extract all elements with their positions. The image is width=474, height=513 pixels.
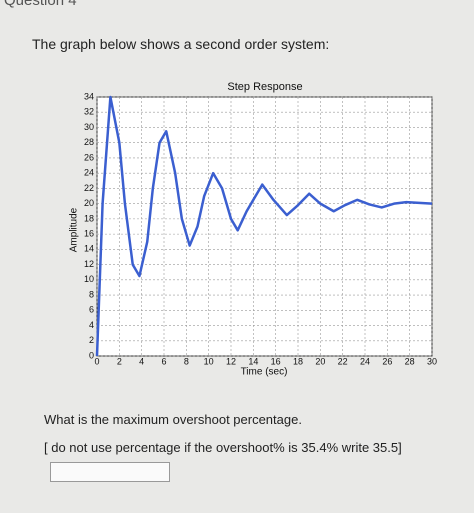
x-tick-label: 16 bbox=[271, 356, 281, 366]
x-tick-label: 6 bbox=[161, 356, 166, 366]
y-tick-label: 20 bbox=[84, 198, 94, 208]
question-text: What is the maximum overshoot percentage… bbox=[44, 412, 302, 427]
y-tick-label: 12 bbox=[84, 259, 94, 269]
question-header: Question 4 bbox=[4, 0, 77, 9]
y-tick-label: 14 bbox=[84, 244, 94, 254]
x-tick-label: 18 bbox=[293, 356, 303, 366]
x-tick-label: 12 bbox=[226, 356, 236, 366]
x-tick-label: 2 bbox=[117, 356, 122, 366]
x-tick-label: 22 bbox=[338, 356, 348, 366]
chart-title: Step Response bbox=[227, 81, 302, 93]
y-tick-label: 24 bbox=[84, 168, 94, 178]
x-tick-label: 0 bbox=[94, 356, 99, 366]
y-tick-label: 30 bbox=[84, 122, 94, 132]
y-tick-label: 6 bbox=[89, 305, 94, 315]
plot-area bbox=[96, 96, 433, 357]
answer-input[interactable] bbox=[50, 462, 170, 482]
intro-text: The graph below shows a second order sys… bbox=[32, 36, 330, 52]
x-tick-label: 24 bbox=[360, 356, 370, 366]
y-axis-label: Amplitude bbox=[69, 207, 80, 252]
line-series bbox=[95, 95, 433, 357]
y-tick-label: 18 bbox=[84, 213, 94, 223]
y-tick-label: 22 bbox=[84, 183, 94, 193]
x-tick-label: 4 bbox=[139, 356, 144, 366]
y-tick-label: 16 bbox=[84, 228, 94, 238]
x-tick-label: 14 bbox=[248, 356, 258, 366]
hint-text: [ do not use percentage if the overshoot… bbox=[44, 440, 402, 455]
x-tick-label: 20 bbox=[315, 356, 325, 366]
y-tick-label: 8 bbox=[89, 289, 94, 299]
x-tick-label: 26 bbox=[382, 356, 392, 366]
x-tick-label: 28 bbox=[405, 356, 415, 366]
x-tick-label: 10 bbox=[204, 356, 214, 366]
y-tick-label: 4 bbox=[89, 320, 94, 330]
y-tick-label: 34 bbox=[84, 91, 94, 101]
y-tick-label: 0 bbox=[89, 350, 94, 360]
y-tick-label: 28 bbox=[84, 137, 94, 147]
y-tick-label: 2 bbox=[89, 335, 94, 345]
y-tick-label: 32 bbox=[84, 107, 94, 117]
y-tick-label: 26 bbox=[84, 152, 94, 162]
x-axis-label: Time (sec) bbox=[241, 367, 288, 378]
x-tick-label: 8 bbox=[184, 356, 189, 366]
y-tick-label: 10 bbox=[84, 274, 94, 284]
chart: Step Response Time (sec) Amplitude 02468… bbox=[69, 81, 437, 378]
x-tick-label: 30 bbox=[427, 356, 437, 366]
